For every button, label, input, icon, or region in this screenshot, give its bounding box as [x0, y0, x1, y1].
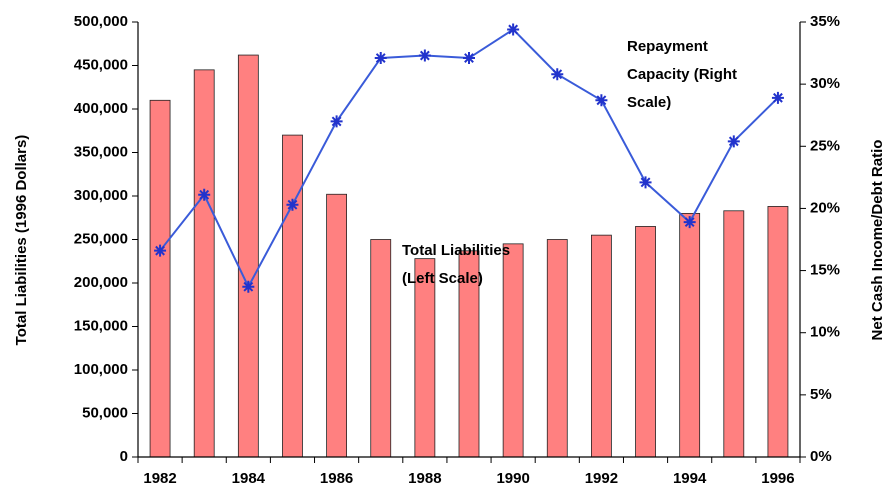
- marker: [463, 52, 475, 65]
- y-tick-label: 0: [120, 448, 128, 465]
- marker: [595, 94, 608, 107]
- bar: [193, 69, 215, 458]
- x-tick-label: 1982: [143, 470, 176, 487]
- bar: [237, 54, 259, 458]
- marker: [727, 135, 740, 148]
- x-tick-label: 1990: [496, 470, 529, 487]
- bar: [767, 206, 789, 458]
- y-tick-label: 150,000: [74, 317, 128, 334]
- y2-tick-label: 5%: [810, 386, 832, 403]
- x-tick-label: 1988: [408, 470, 441, 487]
- bar: [723, 210, 745, 458]
- y-tick-label: 450,000: [74, 56, 128, 73]
- y-tick-label: 100,000: [74, 361, 128, 378]
- marker: [242, 280, 255, 293]
- marker: [551, 68, 564, 81]
- y-tick-label: 200,000: [74, 274, 128, 291]
- y2-tick-label: 30%: [810, 75, 840, 92]
- bar: [679, 212, 701, 458]
- marker: [418, 49, 431, 62]
- marker: [374, 52, 387, 65]
- y2-tick-label: 25%: [810, 137, 840, 154]
- marker: [198, 188, 211, 201]
- y2-tick-label: 15%: [810, 262, 840, 279]
- y2-tick-label: 35%: [810, 13, 840, 30]
- bar: [370, 239, 392, 458]
- marker: [286, 198, 299, 211]
- y-tick-label: 500,000: [74, 13, 128, 30]
- x-tick-label: 1992: [585, 470, 618, 487]
- y-tick-label: 300,000: [74, 187, 128, 204]
- marker: [683, 216, 696, 229]
- bar: [502, 243, 524, 458]
- annotation: Capacity (Right: [627, 66, 737, 83]
- annotation: (Left Scale): [402, 270, 483, 287]
- annotation: Total Liabilities: [402, 242, 510, 259]
- annotation: Scale): [627, 94, 671, 111]
- bar: [282, 134, 303, 458]
- bar: [546, 239, 568, 458]
- x-tick-label: 1984: [232, 470, 266, 487]
- annotation: Repayment: [627, 38, 708, 55]
- bar: [591, 234, 612, 458]
- x-tick-label: 1994: [673, 470, 707, 487]
- y2-axis-label: Net Cash Income/Debt Ratio: [869, 140, 886, 341]
- y2-tick-label: 0%: [810, 448, 832, 465]
- y-tick-label: 250,000: [74, 230, 128, 247]
- bar: [635, 226, 656, 458]
- marker: [330, 115, 343, 128]
- y-tick-label: 350,000: [74, 143, 128, 160]
- marker: [154, 244, 167, 257]
- x-tick-label: 1996: [761, 470, 794, 487]
- x-tick-label: 1986: [320, 470, 353, 487]
- bar: [149, 99, 171, 458]
- y2-tick-label: 10%: [810, 324, 840, 341]
- y-axis-label: Total Liabilities (1996 Dollars): [13, 135, 30, 346]
- y-tick-label: 400,000: [74, 100, 128, 117]
- marker: [771, 91, 784, 104]
- y2-tick-label: 20%: [810, 199, 840, 216]
- y-tick-label: 50,000: [82, 404, 128, 421]
- marker: [507, 23, 520, 36]
- marker: [639, 176, 652, 189]
- bar: [414, 258, 436, 458]
- bar: [326, 193, 348, 458]
